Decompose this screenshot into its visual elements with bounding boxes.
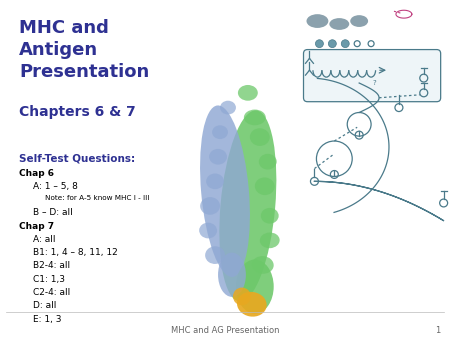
Text: A: 1 – 5, 8: A: 1 – 5, 8	[33, 182, 78, 191]
Text: Chapters 6 & 7: Chapters 6 & 7	[19, 105, 136, 119]
Ellipse shape	[259, 154, 277, 170]
Ellipse shape	[236, 260, 274, 314]
Ellipse shape	[306, 14, 328, 28]
Ellipse shape	[250, 128, 270, 146]
Text: ?: ?	[372, 80, 376, 86]
Ellipse shape	[244, 110, 266, 125]
Text: MHC and
Antigen
Presentation: MHC and Antigen Presentation	[19, 19, 149, 81]
Text: D: all: D: all	[33, 301, 57, 310]
Ellipse shape	[260, 233, 279, 248]
Ellipse shape	[218, 252, 246, 297]
Ellipse shape	[200, 105, 250, 277]
Ellipse shape	[238, 85, 258, 101]
Text: Note: for A-5 know MHC I - III: Note: for A-5 know MHC I - III	[45, 195, 149, 201]
Text: E: 1, 3: E: 1, 3	[33, 315, 62, 323]
Text: C1: 1,3: C1: 1,3	[33, 275, 65, 284]
Ellipse shape	[209, 149, 227, 165]
Ellipse shape	[261, 208, 279, 224]
Circle shape	[315, 40, 324, 48]
Text: B2-4: all: B2-4: all	[33, 262, 70, 270]
Text: C2-4: all: C2-4: all	[33, 288, 71, 297]
Text: B – D: all: B – D: all	[33, 209, 73, 217]
Text: Self-Test Questions:: Self-Test Questions:	[19, 154, 135, 164]
Text: Chap 7: Chap 7	[19, 222, 54, 231]
FancyBboxPatch shape	[303, 50, 441, 102]
Circle shape	[341, 40, 349, 48]
Ellipse shape	[329, 18, 349, 30]
Ellipse shape	[220, 101, 236, 115]
Ellipse shape	[199, 223, 217, 238]
Ellipse shape	[255, 177, 274, 195]
Circle shape	[328, 40, 336, 48]
Text: A: all: A: all	[33, 235, 56, 244]
Ellipse shape	[252, 256, 274, 274]
Text: MHC and AG Presentation: MHC and AG Presentation	[171, 326, 279, 335]
Ellipse shape	[350, 15, 368, 27]
Ellipse shape	[200, 197, 220, 215]
Ellipse shape	[212, 125, 228, 139]
Text: 1: 1	[436, 326, 441, 335]
Text: B1: 1, 4 – 8, 11, 12: B1: 1, 4 – 8, 11, 12	[33, 248, 118, 257]
Ellipse shape	[237, 292, 267, 317]
Ellipse shape	[233, 288, 251, 305]
Ellipse shape	[206, 173, 224, 189]
Ellipse shape	[219, 111, 276, 301]
Text: Chap 6: Chap 6	[19, 169, 54, 177]
Ellipse shape	[205, 246, 225, 264]
